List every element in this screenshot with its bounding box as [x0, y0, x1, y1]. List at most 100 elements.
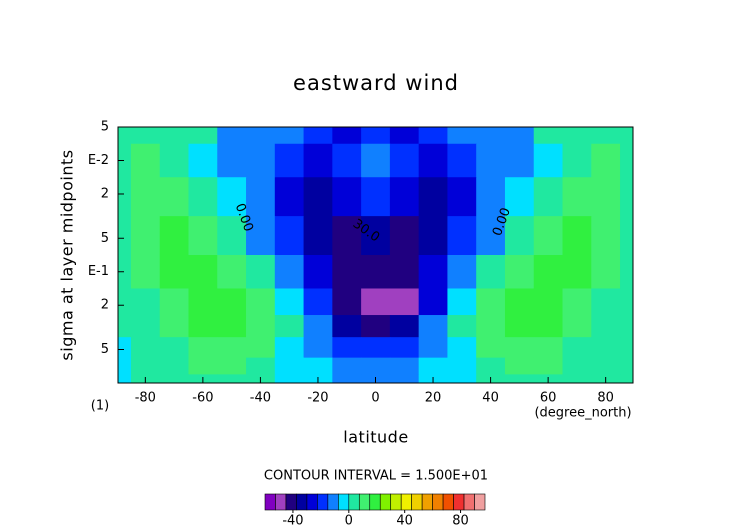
y-index-label: (1) [91, 399, 109, 414]
field-cell [389, 177, 420, 217]
field-cell [217, 143, 247, 178]
y-tick-label: 5 [101, 231, 109, 246]
field-cell [418, 143, 448, 178]
field-cell [188, 357, 218, 375]
x-tick-label: 60 [540, 391, 557, 406]
field-cell [274, 357, 305, 375]
field-cell [332, 337, 362, 359]
field-cell [504, 127, 535, 145]
field-cell [118, 288, 132, 316]
field-cell [361, 288, 391, 316]
field-cell [159, 357, 189, 375]
field-cell [246, 357, 276, 375]
y-tick-label: 2 [101, 298, 109, 313]
field-cell [274, 337, 305, 359]
field-cell [217, 127, 247, 145]
field-cell [389, 374, 420, 383]
field-cell [188, 177, 218, 217]
field-cell [130, 315, 161, 338]
field-cell [130, 177, 161, 217]
field-cell [389, 127, 420, 145]
colorbar-box [358, 493, 371, 511]
x-tick-label: -60 [192, 391, 213, 406]
field-cell [332, 374, 362, 383]
field-cell [591, 288, 621, 316]
field-cell [504, 315, 535, 338]
field-cell [332, 127, 362, 145]
field-cell [620, 288, 633, 316]
field-cell [274, 177, 305, 217]
field-cell [389, 216, 420, 256]
field-cell [562, 216, 592, 256]
field-cell [418, 357, 448, 375]
field-cell [361, 127, 391, 145]
x-tick-label: 20 [425, 391, 442, 406]
colorbar-tick-label: 0 [345, 514, 353, 529]
field-cell [118, 143, 132, 178]
field-cell [246, 177, 276, 217]
field-cell [562, 315, 592, 338]
field-cell [246, 216, 276, 256]
field-cell [332, 288, 362, 316]
field-cell [303, 127, 333, 145]
field-cell [217, 315, 247, 338]
x-tick-label: -80 [135, 391, 156, 406]
field-cell [217, 288, 247, 316]
field-cell [533, 337, 564, 359]
field-cell [476, 315, 506, 338]
x-tick-label: -40 [250, 391, 271, 406]
field-cell [476, 177, 506, 217]
field-cell [274, 127, 305, 145]
field-cell [303, 216, 333, 256]
field-cell [303, 143, 333, 178]
field-cell [188, 143, 218, 178]
field-cell [361, 216, 391, 256]
y-tick-label: 5 [101, 120, 109, 135]
field-cell [332, 216, 362, 256]
field-cell [533, 177, 564, 217]
colorbar-box [285, 493, 297, 511]
colorbar-tick-label: 40 [396, 514, 413, 529]
field-cell [389, 315, 420, 338]
field-cell [562, 143, 592, 178]
field-cell [188, 337, 218, 359]
field-cell [303, 315, 333, 338]
field-cell [447, 315, 477, 338]
field-cell [159, 288, 189, 316]
colorbar-tick-label: -40 [282, 514, 303, 529]
field-cell [476, 255, 506, 289]
field-cell [274, 374, 305, 383]
field-cell [389, 337, 420, 359]
field-cell [332, 177, 362, 217]
field-cell [447, 127, 477, 145]
colorbar-box [411, 493, 423, 511]
field-cell [159, 255, 189, 289]
colorbar-box [474, 493, 486, 511]
field-cell [274, 255, 305, 289]
field-cell [447, 374, 477, 383]
field-cell [447, 177, 477, 217]
field-cell [504, 357, 535, 375]
colorbar-box [296, 493, 308, 511]
field-cell [389, 288, 420, 316]
field-cell [159, 177, 189, 217]
field-cell [188, 288, 218, 316]
field-cell [504, 288, 535, 316]
field-cell [591, 315, 621, 338]
field-cell [418, 315, 448, 338]
field-cell [303, 177, 333, 217]
chart-title: eastward wind [293, 71, 459, 95]
field-cell [361, 357, 391, 375]
field-cell [620, 357, 633, 375]
field-cell [303, 337, 333, 359]
colorbar-box [379, 493, 392, 511]
colorbar-box [348, 493, 360, 511]
colorbar-box [442, 493, 454, 511]
y-tick-label: E-2 [88, 153, 109, 168]
field-cell [118, 337, 132, 359]
field-cell [130, 216, 161, 256]
field-cell [389, 143, 420, 178]
field-cell [504, 255, 535, 289]
field-cell [504, 337, 535, 359]
